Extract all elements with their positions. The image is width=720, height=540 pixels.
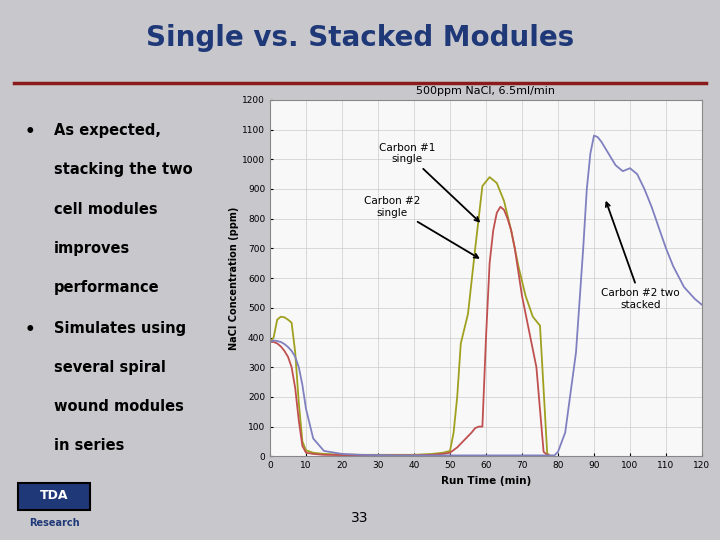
Title: 500ppm NaCl, 6.5ml/min: 500ppm NaCl, 6.5ml/min: [416, 86, 556, 96]
Text: 33: 33: [351, 511, 369, 525]
FancyBboxPatch shape: [19, 483, 90, 510]
Text: stacking the two: stacking the two: [53, 163, 192, 178]
Text: Carbon #2
single: Carbon #2 single: [364, 196, 478, 258]
Text: wound modules: wound modules: [53, 399, 184, 414]
Text: several spiral: several spiral: [53, 360, 166, 375]
Text: Simulates using: Simulates using: [53, 321, 186, 336]
X-axis label: Run Time (min): Run Time (min): [441, 476, 531, 485]
Text: •: •: [24, 321, 35, 339]
Y-axis label: NaCl Concentration (ppm): NaCl Concentration (ppm): [230, 206, 239, 350]
Text: Single vs. Stacked Modules: Single vs. Stacked Modules: [146, 24, 574, 52]
Text: TDA: TDA: [40, 489, 68, 502]
Text: improves: improves: [53, 241, 130, 255]
Text: performance: performance: [53, 280, 159, 295]
Text: cell modules: cell modules: [53, 201, 157, 217]
Text: As expected,: As expected,: [53, 123, 161, 138]
Text: •: •: [24, 123, 35, 141]
Text: Carbon #1
single: Carbon #1 single: [379, 143, 479, 221]
Text: Research: Research: [29, 518, 79, 528]
Text: in series: in series: [53, 438, 124, 453]
Text: Carbon #2 two
stacked: Carbon #2 two stacked: [601, 202, 680, 309]
